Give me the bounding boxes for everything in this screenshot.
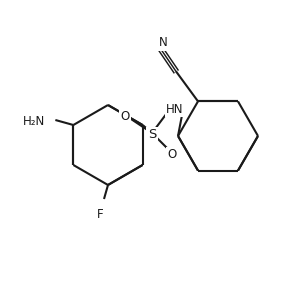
Text: N: N	[159, 36, 167, 49]
Text: F: F	[97, 208, 103, 221]
Text: S: S	[148, 128, 156, 141]
Text: HN: HN	[166, 103, 184, 116]
Text: O: O	[120, 110, 130, 123]
Text: O: O	[167, 148, 177, 161]
Text: H₂N: H₂N	[23, 115, 45, 128]
